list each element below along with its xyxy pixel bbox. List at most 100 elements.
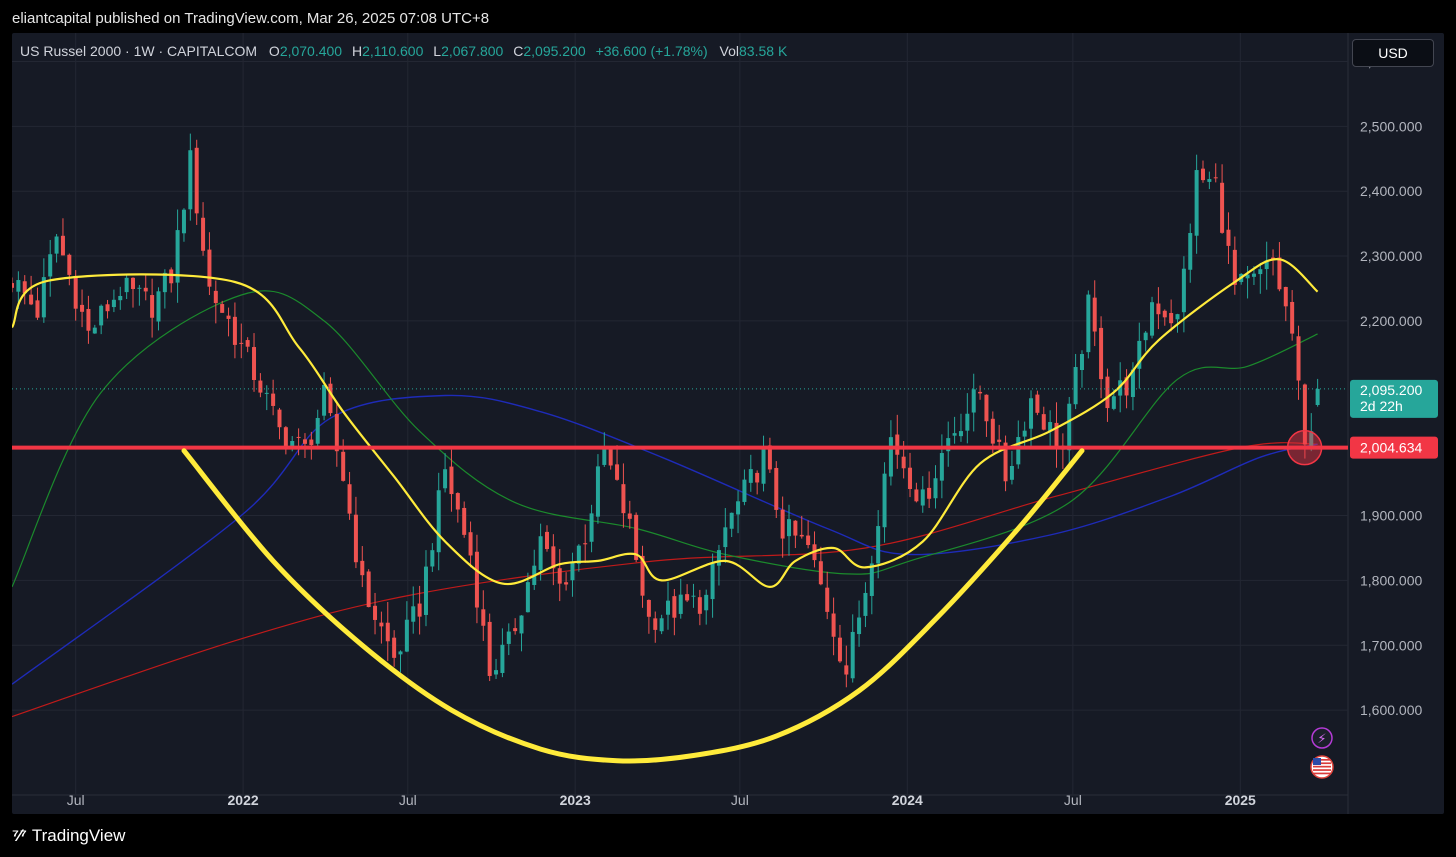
candle-body bbox=[774, 467, 779, 510]
candle-body bbox=[449, 466, 454, 495]
currency-button[interactable]: USD bbox=[1352, 39, 1434, 67]
x-tick-label: Jul bbox=[67, 792, 85, 808]
candle-body bbox=[1150, 302, 1155, 336]
candle-body bbox=[837, 637, 842, 662]
candle-body bbox=[793, 520, 798, 536]
candle-body bbox=[309, 439, 314, 446]
candle-body bbox=[831, 613, 836, 637]
price-chart-svg[interactable]: 1,600.000 1,700.000 1,800.000 1,900.000 2,20… bbox=[12, 33, 1444, 814]
flag-stripe bbox=[1313, 765, 1331, 768]
candle-body bbox=[1200, 168, 1205, 181]
lightning-icon: ⚡ bbox=[1311, 727, 1333, 749]
close-value: 2,095.200 bbox=[523, 43, 586, 59]
candle-body bbox=[850, 631, 855, 679]
candle-body bbox=[710, 563, 715, 600]
candle-body bbox=[640, 555, 645, 596]
flag-stripe bbox=[1313, 762, 1331, 765]
candle-body bbox=[1258, 269, 1263, 275]
candle-body bbox=[908, 467, 913, 490]
y-tick-label: 1,900.000 bbox=[1360, 508, 1422, 524]
candle-body bbox=[1118, 380, 1123, 396]
candle-body bbox=[162, 272, 167, 293]
candle-body bbox=[755, 472, 760, 483]
candle-body bbox=[1283, 286, 1288, 307]
candle-body bbox=[958, 431, 963, 437]
candle-body bbox=[876, 526, 881, 564]
candle-body bbox=[22, 281, 27, 294]
candle-body bbox=[1226, 229, 1231, 246]
candle-body bbox=[12, 283, 14, 288]
high-label: H bbox=[352, 43, 363, 59]
candle-body bbox=[494, 670, 499, 675]
candle-body bbox=[207, 249, 212, 287]
candle-body bbox=[857, 617, 862, 635]
y-tick-label: 1,600.000 bbox=[1360, 702, 1422, 718]
low-label: L bbox=[433, 43, 442, 59]
x-tick-label: Jul bbox=[731, 792, 749, 808]
candle-body bbox=[888, 437, 893, 477]
candle-body bbox=[379, 622, 384, 627]
candle-body bbox=[1086, 294, 1091, 353]
symbol-legend[interactable]: US Russel 2000 · 1W · CAPITALCOM O2,070.… bbox=[20, 43, 787, 59]
x-tick-label: 2025 bbox=[1225, 792, 1256, 808]
candle-body bbox=[462, 507, 467, 535]
candle-body bbox=[1220, 182, 1225, 233]
candle-body bbox=[557, 568, 562, 584]
candle-body bbox=[901, 456, 906, 469]
last-price-tag-bg bbox=[1350, 379, 1438, 418]
candle-body bbox=[67, 254, 72, 275]
y-tick-label: 2,400.000 bbox=[1360, 183, 1422, 199]
candle-body bbox=[73, 276, 78, 309]
candle-body bbox=[551, 546, 556, 569]
candle-body bbox=[659, 618, 664, 632]
candle-body bbox=[258, 380, 263, 393]
candle-body bbox=[385, 622, 390, 642]
candlesticks bbox=[12, 133, 1320, 688]
high-value: 2,110.600 bbox=[362, 43, 424, 59]
candle-body bbox=[29, 294, 34, 305]
candle-body bbox=[80, 304, 85, 312]
candle-body bbox=[583, 543, 588, 545]
candle-body bbox=[736, 501, 741, 515]
candle-body bbox=[570, 562, 575, 581]
candle-body bbox=[621, 484, 626, 514]
candle-body bbox=[220, 304, 225, 313]
candle-body bbox=[1194, 170, 1199, 236]
grid-lines bbox=[12, 33, 1349, 814]
candle-body bbox=[825, 587, 830, 612]
candle-body bbox=[685, 594, 690, 601]
symbol-name[interactable]: US Russel 2000 · 1W · CAPITALCOM bbox=[20, 43, 258, 59]
candle-body bbox=[150, 295, 155, 318]
candle-body bbox=[194, 147, 199, 214]
footer-brand[interactable]: ⁷⁄⁷ TradingView bbox=[12, 826, 125, 846]
candle-body bbox=[118, 295, 123, 301]
candle-body bbox=[716, 550, 721, 566]
candle-body bbox=[271, 393, 276, 406]
y-tick-label: 2,300.000 bbox=[1360, 248, 1422, 264]
candle-body bbox=[1009, 465, 1014, 480]
candle-body bbox=[844, 665, 849, 675]
candle-body bbox=[16, 280, 21, 292]
candle-body bbox=[818, 561, 823, 585]
candle-body bbox=[1073, 367, 1078, 405]
candle-body bbox=[360, 560, 365, 576]
candle-body bbox=[1022, 430, 1027, 437]
candle-body bbox=[863, 592, 868, 616]
y-tick-label: 1,700.000 bbox=[1360, 637, 1422, 653]
candle-body bbox=[1067, 403, 1072, 451]
chart-frame[interactable]: 1,600.000 1,700.000 1,800.000 1,900.000 2,20… bbox=[12, 33, 1444, 814]
candle-body bbox=[806, 535, 811, 546]
candle-body bbox=[334, 414, 339, 452]
ma-blue-line bbox=[12, 394, 1318, 685]
last-price-value: 2,095.200 bbox=[1360, 382, 1422, 398]
candle-body bbox=[213, 290, 218, 304]
candle-body bbox=[232, 316, 237, 345]
lightning-icon-ring bbox=[1311, 727, 1333, 749]
candle-body bbox=[239, 342, 244, 344]
moving-averages bbox=[12, 290, 1318, 718]
candle-body bbox=[404, 619, 409, 652]
candle-body bbox=[1264, 260, 1269, 270]
candle-body bbox=[1309, 431, 1314, 448]
